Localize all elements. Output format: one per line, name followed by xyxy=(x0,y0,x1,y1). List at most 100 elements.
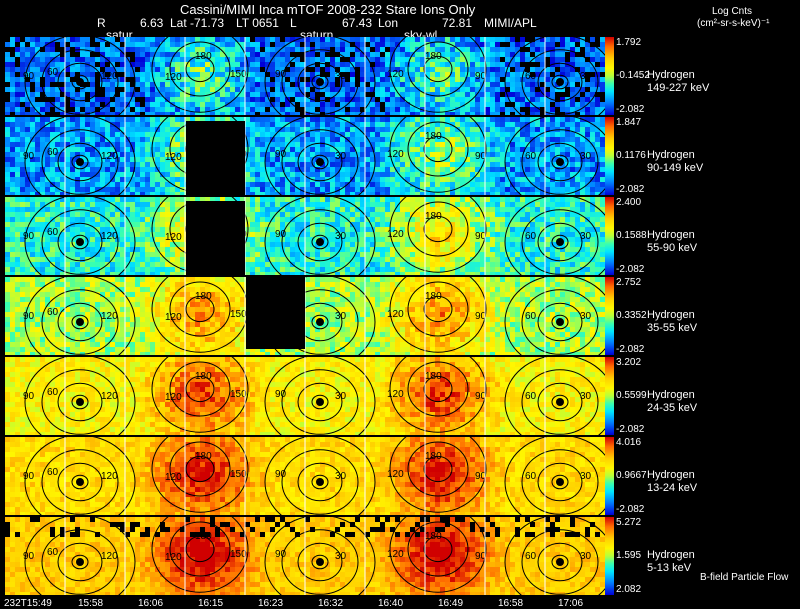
pixel-cell xyxy=(580,152,585,157)
pixel-cell xyxy=(295,162,300,167)
contour-label: 90 xyxy=(475,71,487,82)
pixel-cell xyxy=(290,92,295,97)
pixel-cell xyxy=(245,37,250,42)
pixel-cell xyxy=(350,92,355,97)
pixel-cell xyxy=(150,112,155,115)
pixel-cell xyxy=(105,127,110,132)
contour-label: 180 xyxy=(425,131,442,142)
pixel-cell xyxy=(170,207,175,212)
pixel-cell xyxy=(395,182,400,187)
pixel-cell xyxy=(525,127,530,132)
pixel-cell xyxy=(300,177,305,182)
pixel-cell xyxy=(515,92,520,97)
pixel-cell xyxy=(510,177,515,182)
pixel-cell xyxy=(255,222,260,227)
pixel-cell xyxy=(165,232,170,237)
pixel-cell xyxy=(295,192,300,195)
pixel-cell xyxy=(420,97,425,102)
pixel-cell xyxy=(10,37,15,42)
pixel-cell xyxy=(365,52,370,57)
bfield-dot xyxy=(316,78,324,86)
pixel-cell xyxy=(340,47,345,52)
pixel-cell xyxy=(520,197,525,202)
pixel-cell xyxy=(95,187,100,192)
pixel-cell xyxy=(455,162,460,167)
pixel-cell xyxy=(590,182,595,187)
pixel-cell xyxy=(440,72,445,77)
pixel-cell xyxy=(5,67,10,72)
pixel-cell xyxy=(95,42,100,47)
pixel-cell xyxy=(455,107,460,112)
pixel-cell xyxy=(95,112,100,115)
data-gap xyxy=(186,121,245,195)
pixel-cell xyxy=(140,167,145,172)
pixel-cell xyxy=(195,77,200,82)
pixel-cell xyxy=(220,87,225,92)
pixel-cell xyxy=(295,217,300,222)
pixel-cell xyxy=(575,102,580,107)
pixel-cell xyxy=(50,112,55,115)
pixel-cell xyxy=(150,102,155,107)
pixel-cell xyxy=(555,147,560,152)
pixel-cell xyxy=(165,222,170,227)
pixel-cell xyxy=(355,107,360,112)
pixel-cell xyxy=(305,192,310,195)
pixel-cell xyxy=(35,117,40,122)
pixel-cell xyxy=(435,192,440,195)
pixel-cell xyxy=(105,212,110,217)
pixel-cell xyxy=(560,117,565,122)
pixel-cell xyxy=(395,232,400,237)
pixel-cell xyxy=(55,162,60,167)
pixel-cell xyxy=(170,112,175,115)
pixel-cell xyxy=(120,237,125,242)
pixel-cell xyxy=(160,192,165,195)
pixel-cell xyxy=(600,57,605,62)
pixel-cell xyxy=(45,107,50,112)
pixel-cell xyxy=(555,57,560,62)
pixel-cell xyxy=(275,97,280,102)
pixel-cell xyxy=(575,82,580,87)
pixel-cell xyxy=(440,102,445,107)
pixel-cell xyxy=(130,177,135,182)
pixel-cell xyxy=(165,192,170,195)
pixel-cell xyxy=(380,192,385,195)
pixel-cell xyxy=(370,117,375,122)
pixel-cell xyxy=(420,122,425,127)
pixel-cell xyxy=(125,52,130,57)
pixel-cell xyxy=(280,137,285,142)
pixel-cell xyxy=(475,107,480,112)
pixel-cell xyxy=(490,217,495,222)
pixel-cell xyxy=(455,222,460,227)
pixel-cell xyxy=(25,167,30,172)
pixel-cell xyxy=(580,217,585,222)
pixel-cell xyxy=(490,182,495,187)
pixel-cell xyxy=(480,187,485,192)
pixel-cell xyxy=(515,172,520,177)
pixel-cell xyxy=(485,222,490,227)
pixel-cell xyxy=(295,122,300,127)
pixel-cell xyxy=(295,202,300,207)
pixel-cell xyxy=(105,167,110,172)
pixel-cell xyxy=(445,147,450,152)
pixel-cell xyxy=(445,212,450,217)
pixel-cell xyxy=(580,232,585,237)
pixel-cell xyxy=(340,42,345,47)
pixel-cell xyxy=(55,202,60,207)
pixel-cell xyxy=(420,102,425,107)
pixel-cell xyxy=(305,67,310,72)
pixel-cell xyxy=(505,137,510,142)
pixel-cell xyxy=(315,137,320,142)
pixel-cell xyxy=(545,162,550,167)
pixel-cell xyxy=(200,197,205,202)
pixel-cell xyxy=(410,157,415,162)
pixel-cell xyxy=(285,57,290,62)
pixel-cell xyxy=(120,42,125,47)
pixel-cell xyxy=(590,137,595,142)
pixel-cell xyxy=(95,152,100,157)
pixel-cell xyxy=(45,172,50,177)
pixel-cell xyxy=(570,97,575,102)
pixel-cell xyxy=(70,217,75,222)
contour-label: 30 xyxy=(335,71,347,82)
pixel-cell xyxy=(485,77,490,82)
pixel-cell xyxy=(570,207,575,212)
